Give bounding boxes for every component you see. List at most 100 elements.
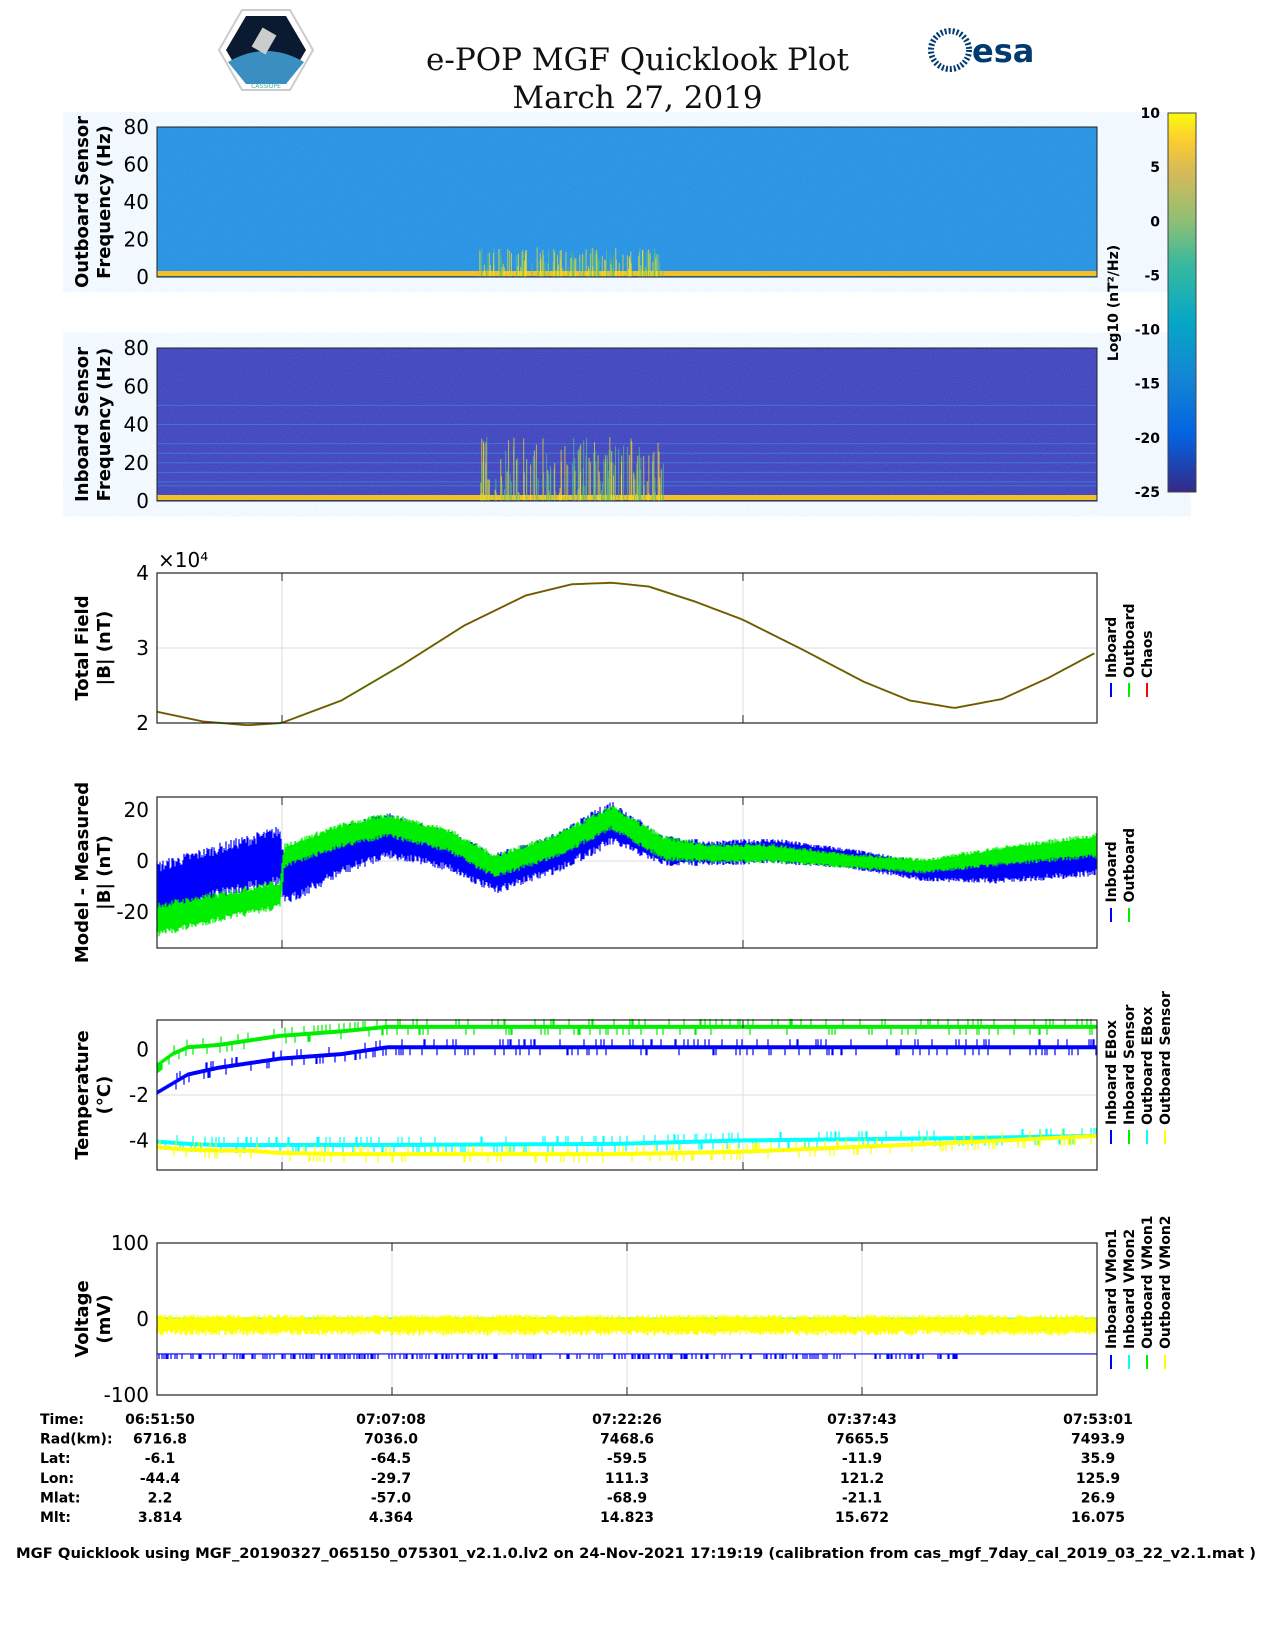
y-tick-label: -4	[129, 1128, 149, 1152]
y-axis-label: (mV)	[94, 1294, 115, 1343]
total-field-frame	[156, 572, 1098, 724]
ephemeris-value: -6.1	[145, 1451, 176, 1467]
y-axis-label: Frequency (Hz)	[94, 125, 115, 279]
y-tick-label: 60	[124, 374, 149, 398]
y-axis-label: Voltage	[72, 1280, 93, 1357]
esa-logo-text: esa	[972, 32, 1034, 70]
y-tick-label: 0	[136, 849, 149, 873]
y-axis-label: |B| (nT)	[94, 611, 115, 686]
outboard-line	[156, 581, 1095, 727]
colorbar-label: Log10 (nT²/Hz)	[1106, 245, 1122, 361]
y-tick-label: 60	[124, 153, 149, 177]
inboard-spectrogram-frame	[156, 347, 1098, 502]
y-axis-label: (°C)	[94, 1076, 115, 1115]
y-tick-label: -100	[104, 1383, 149, 1407]
legend-label: Outboard	[1122, 828, 1138, 903]
ephemeris-value: -29.7	[371, 1471, 411, 1487]
colorbar-tick: 0	[1150, 214, 1160, 230]
y-axis-label: Outboard Sensor	[72, 116, 93, 288]
footer-note: MGF Quicklook using MGF_20190327_065150_…	[16, 1546, 1256, 1562]
ephemeris-value: 06:51:50	[125, 1412, 195, 1428]
ephemeris-value: 07:37:43	[827, 1412, 897, 1428]
colorbar-tick: 10	[1141, 106, 1161, 122]
legend-label: Outboard EBox	[1140, 1007, 1156, 1125]
y-axis-label: Inboard Sensor	[72, 347, 93, 502]
ephemeris-value: -11.9	[842, 1451, 882, 1467]
ephemeris-row-label: Mlt:	[40, 1510, 71, 1526]
ephemeris-value: -68.9	[607, 1490, 647, 1506]
inboard-spectrogram-panel: 80 60 40 20 0 Inboard Sensor Frequency (Hz)	[72, 336, 149, 513]
y-tick-label: -20	[116, 900, 149, 924]
ephemeris-value: -59.5	[607, 1451, 647, 1467]
colorbar-tick: -20	[1135, 431, 1161, 447]
ephemeris-row-label: Lon:	[40, 1471, 74, 1487]
y-tick-label: 80	[124, 336, 149, 360]
y-tick-label: 100	[111, 1231, 149, 1255]
temperature-panel: 0 -2 -4 Temperature (°C)	[72, 1020, 1097, 1170]
colorbar-tick: -5	[1144, 268, 1160, 284]
ephemeris-row-label: Time:	[40, 1412, 84, 1428]
ephemeris-value: 07:22:26	[592, 1412, 662, 1428]
colorbar-tick: -15	[1135, 377, 1160, 393]
ephemeris-value: 2.2	[148, 1490, 173, 1506]
legend-label: Outboard	[1122, 603, 1138, 678]
ephemeris-value: 14.823	[600, 1510, 654, 1526]
colorbar-tick: -10	[1135, 323, 1161, 339]
y-tick-label: 20	[124, 798, 149, 822]
ephemeris-value: 7493.9	[1071, 1432, 1125, 1448]
y-axis-label: Total Field	[72, 595, 93, 700]
ephemeris-value: 4.364	[369, 1510, 414, 1526]
temperature-mark	[156, 1039, 1097, 1095]
model-minus-measured-frame	[156, 796, 1098, 949]
ephemeris-value: -64.5	[371, 1451, 411, 1467]
y-axis-label: |B| (nT)	[94, 835, 115, 910]
outboard-spectrogram-frame	[156, 126, 1098, 278]
plot-title: e-POP MGF Quicklook Plot	[426, 42, 849, 78]
y-axis-label: Temperature	[72, 1030, 93, 1159]
ephemeris-value: 07:07:08	[356, 1412, 426, 1428]
y-tick-label: 0	[136, 1038, 149, 1062]
esa-logo: esa	[928, 28, 1034, 72]
ephemeris-value: 6716.8	[133, 1432, 187, 1448]
plot-date: March 27, 2019	[512, 80, 763, 116]
ephemeris-row-label: Rad(km):	[40, 1432, 113, 1448]
colorbar-tick: 5	[1150, 160, 1160, 176]
ephemeris-value: 15.672	[835, 1510, 889, 1526]
ephemeris-value: -57.0	[371, 1490, 412, 1506]
y-tick-label: 0	[136, 489, 149, 513]
temperature-frame	[156, 1019, 1098, 1171]
legend-label: Inboard VMon1	[1104, 1229, 1120, 1349]
colorbar	[1167, 112, 1197, 493]
legend-label: Chaos	[1140, 630, 1156, 678]
y-tick-label: 20	[124, 451, 149, 475]
cassiope-logo: CASSIOPE	[217, 9, 315, 91]
ephemeris-value: 7036.0	[364, 1432, 418, 1448]
ephemeris-value: 7468.6	[600, 1432, 654, 1448]
colorbar-tick: -25	[1135, 485, 1160, 501]
ephemeris-value: 121.2	[840, 1471, 884, 1487]
legend-label: Inboard	[1104, 617, 1120, 678]
legend-label: Inboard Sensor	[1122, 1004, 1138, 1125]
y-tick-label: 40	[124, 190, 149, 214]
ephemeris-value: -21.1	[842, 1490, 882, 1506]
cassiope-logo-text: CASSIOPE	[251, 83, 281, 90]
ephemeris-value: 26.9	[1081, 1490, 1116, 1506]
y-tick-label: -2	[129, 1083, 149, 1107]
ephemeris-value: -44.4	[140, 1471, 181, 1487]
chaos-line	[156, 582, 1095, 726]
ephemeris-value: 125.9	[1076, 1471, 1120, 1487]
y-tick-label: 4	[136, 561, 149, 585]
total-field-panel: 4 3 2 Total Field |B| (nT)	[72, 561, 1097, 735]
y-tick-label: 2	[136, 711, 149, 735]
legend-label: Outboard VMon1	[1140, 1215, 1156, 1349]
ephemeris-value: 111.3	[605, 1471, 649, 1487]
y-tick-label: 40	[124, 413, 149, 437]
ephemeris-value: 3.814	[138, 1510, 183, 1526]
model-minus-measured-panel: 20 0 -20 Model - Measured |B| (nT)	[72, 782, 1097, 963]
legend-label: Inboard	[1104, 841, 1120, 902]
legend-label: Inboard VMon2	[1122, 1229, 1138, 1349]
ephemeris-value: 35.9	[1081, 1451, 1116, 1467]
ephemeris-value: 7665.5	[835, 1432, 889, 1448]
